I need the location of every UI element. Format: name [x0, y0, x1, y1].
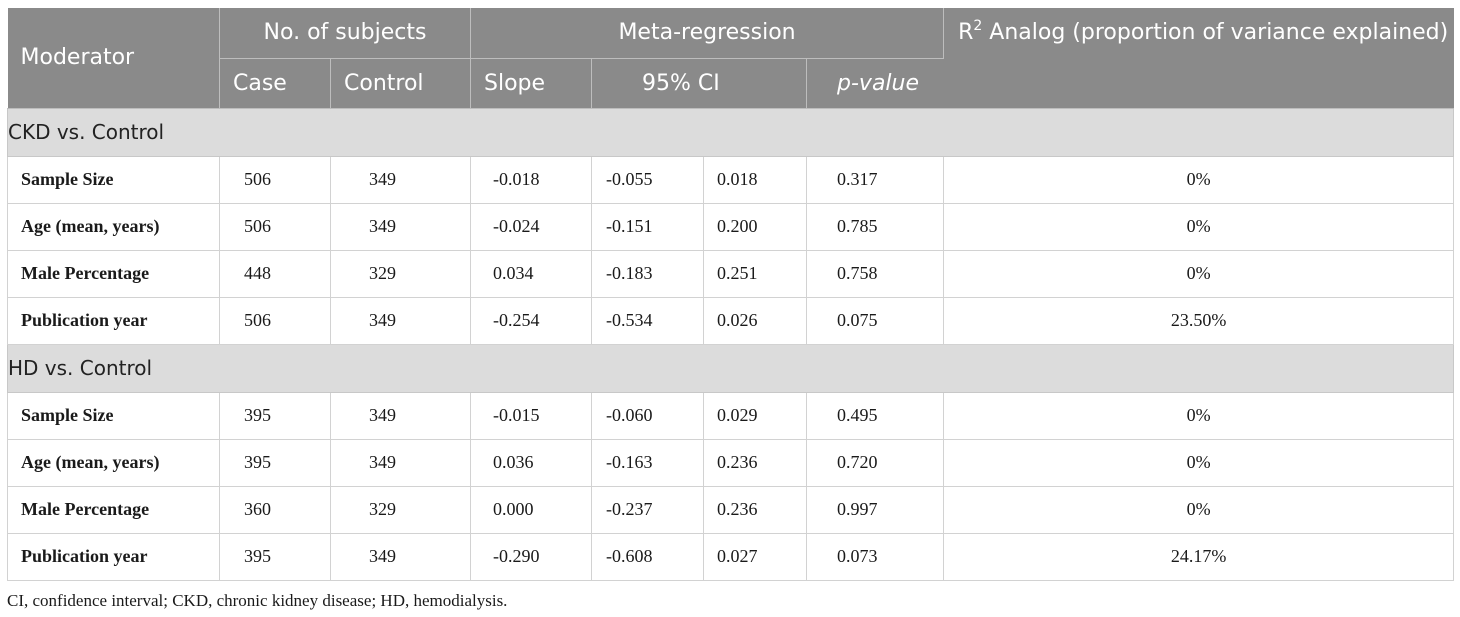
r2-suffix: Analog (proportion of variance explained… [982, 20, 1449, 45]
table-row: Sample Size 506 349 -0.018 -0.055 0.018 … [7, 155, 1455, 204]
cell-slope: 0.000 [470, 485, 593, 534]
cell-pvalue: 0.785 [806, 202, 945, 251]
cell-ci-high: 0.236 [703, 438, 808, 487]
cell-slope: 0.034 [470, 249, 593, 298]
r2-prefix: R [958, 20, 974, 45]
cell-control: 349 [329, 202, 472, 251]
header-meta-regression: Meta-regression [470, 8, 945, 59]
cell-control: 349 [329, 391, 472, 440]
table-row: Male Percentage 448 329 0.034 -0.183 0.2… [7, 249, 1455, 298]
cell-control: 349 [329, 296, 472, 345]
cell-ci-high: 0.251 [703, 249, 808, 298]
cell-r2: 24.17% [943, 532, 1455, 581]
cell-pvalue: 0.073 [806, 532, 945, 581]
cell-slope: -0.254 [470, 296, 593, 345]
cell-control: 349 [329, 155, 472, 204]
cell-ci-low: -0.060 [591, 391, 705, 440]
cell-case: 360 [219, 485, 331, 534]
cell-moderator: Sample Size [7, 391, 220, 440]
cell-moderator: Age (mean, years) [7, 438, 220, 487]
cell-r2: 0% [943, 202, 1455, 251]
table-row: Sample Size 395 349 -0.015 -0.060 0.029 … [7, 391, 1455, 440]
cell-r2: 0% [943, 438, 1455, 487]
cell-ci-high: 0.027 [703, 532, 808, 581]
cell-r2: 0% [943, 155, 1455, 204]
cell-ci-low: -0.151 [591, 202, 705, 251]
cell-r2: 0% [943, 249, 1455, 298]
cell-ci-low: -0.237 [591, 485, 705, 534]
cell-control: 329 [329, 249, 472, 298]
cell-case: 506 [219, 155, 331, 204]
header-ci: 95% CI [591, 58, 808, 109]
cell-pvalue: 0.075 [806, 296, 945, 345]
header-pvalue: p-value [806, 58, 944, 109]
cell-moderator: Publication year [7, 532, 220, 581]
cell-ci-low: -0.534 [591, 296, 705, 345]
cell-control: 349 [329, 532, 472, 581]
table-row: Age (mean, years) 395 349 0.036 -0.163 0… [7, 438, 1455, 487]
cell-case: 506 [219, 296, 331, 345]
header-slope: Slope [470, 58, 593, 109]
cell-case: 395 [219, 391, 331, 440]
cell-control: 349 [329, 438, 472, 487]
table-row: Age (mean, years) 506 349 -0.024 -0.151 … [7, 202, 1455, 251]
group-row-hd: HD vs. Control [6, 343, 1455, 393]
cell-slope: -0.024 [470, 202, 593, 251]
meta-regression-table: Moderator No. of subjects Meta-regressio… [6, 8, 1455, 581]
header-r2-analog: R2 Analog (proportion of variance explai… [943, 8, 1454, 109]
header-case: Case [219, 58, 331, 109]
cell-case: 395 [219, 532, 331, 581]
table-row: Publication year 506 349 -0.254 -0.534 0… [7, 296, 1455, 345]
cell-control: 329 [329, 485, 472, 534]
cell-r2: 0% [943, 485, 1455, 534]
header-moderator: Moderator [7, 8, 220, 109]
cell-ci-high: 0.026 [703, 296, 808, 345]
cell-ci-low: -0.163 [591, 438, 705, 487]
cell-ci-high: 0.029 [703, 391, 808, 440]
table-row: Publication year 395 349 -0.290 -0.608 0… [7, 532, 1455, 581]
cell-ci-high: 0.236 [703, 485, 808, 534]
cell-ci-high: 0.018 [703, 155, 808, 204]
header-row-top: Moderator No. of subjects Meta-regressio… [7, 8, 1454, 109]
cell-ci-low: -0.183 [591, 249, 705, 298]
cell-moderator: Sample Size [7, 155, 220, 204]
cell-case: 395 [219, 438, 331, 487]
group-row-ckd: CKD vs. Control [6, 107, 1455, 157]
cell-pvalue: 0.758 [806, 249, 945, 298]
cell-slope: -0.290 [470, 532, 593, 581]
cell-r2: 23.50% [943, 296, 1455, 345]
cell-case: 448 [219, 249, 331, 298]
cell-slope: 0.036 [470, 438, 593, 487]
cell-moderator: Male Percentage [7, 249, 220, 298]
cell-pvalue: 0.720 [806, 438, 945, 487]
table-footnote: CI, confidence interval; CKD, chronic ki… [7, 591, 508, 610]
cell-case: 506 [219, 202, 331, 251]
group-label: HD vs. Control [6, 343, 1455, 393]
cell-ci-high: 0.200 [703, 202, 808, 251]
cell-pvalue: 0.495 [806, 391, 945, 440]
cell-slope: -0.018 [470, 155, 593, 204]
r2-superscript: 2 [973, 18, 983, 34]
table-row: Male Percentage 360 329 0.000 -0.237 0.2… [7, 485, 1455, 534]
group-label: CKD vs. Control [6, 107, 1455, 157]
cell-pvalue: 0.317 [806, 155, 945, 204]
cell-slope: -0.015 [470, 391, 593, 440]
cell-pvalue: 0.997 [806, 485, 945, 534]
cell-moderator: Age (mean, years) [7, 202, 220, 251]
cell-ci-low: -0.055 [591, 155, 705, 204]
header-subjects: No. of subjects [219, 8, 472, 59]
cell-moderator: Publication year [7, 296, 220, 345]
cell-moderator: Male Percentage [7, 485, 220, 534]
header-control: Control [330, 58, 472, 109]
cell-ci-low: -0.608 [591, 532, 705, 581]
cell-r2: 0% [943, 391, 1455, 440]
